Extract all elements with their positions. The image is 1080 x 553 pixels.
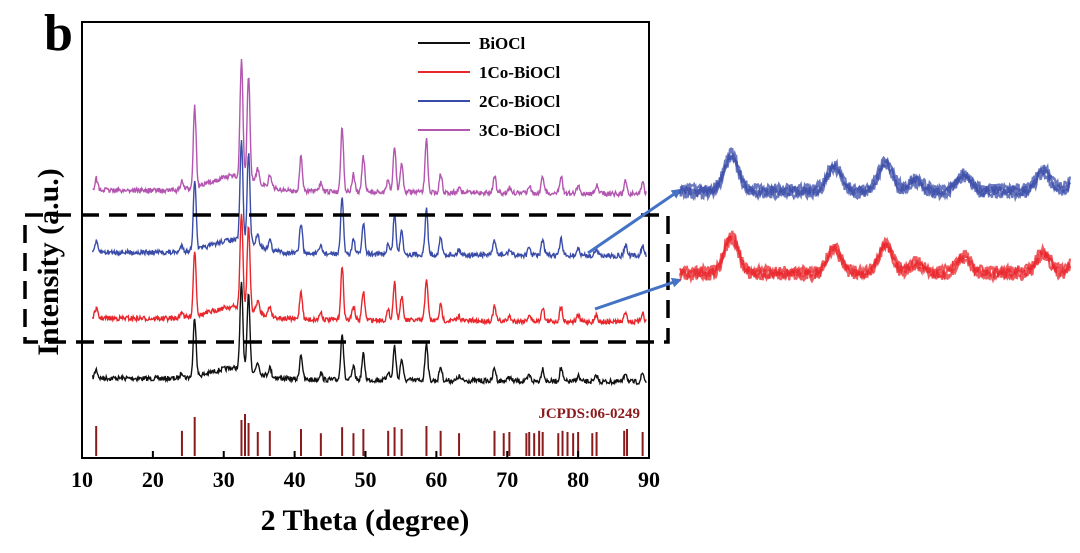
plot-area: 10 20 30 40 50 60 70 80 90 BiOCl 1Co-BiOCl 2Co-BiO…: [71, 21, 660, 492]
legend-entry-2: 2Co-BiOCl: [479, 92, 561, 111]
arrow-to-2co-zoom: [587, 188, 682, 255]
zoom-arrows: [587, 188, 682, 311]
reference-lines: [95, 414, 644, 456]
x-tick-label-0: 10: [71, 467, 93, 492]
zoom-curve-1co-biocl-2: [678, 236, 1072, 285]
x-tick-label-1: 20: [142, 467, 164, 492]
x-tick-label-2: 30: [213, 467, 235, 492]
x-tick-label-3: 40: [284, 467, 306, 492]
legend-entry-3: 3Co-BiOCl: [479, 121, 561, 140]
reference-label: JCPDS:06-0249: [538, 406, 640, 422]
legend-entry-0: BiOCl: [479, 34, 526, 53]
curve-3co-biocl: [92, 58, 647, 199]
curve-1co-biocl: [91, 213, 647, 327]
zoom-curve-2co-biocl-2: [678, 154, 1071, 203]
xrd-curves: [91, 58, 647, 387]
x-tick-label-8: 90: [638, 467, 660, 492]
y-axis-label: Intensity (a.u.): [32, 168, 65, 356]
zoom-highlight-box: [23, 213, 670, 344]
zoomed-curves: [678, 146, 1072, 285]
x-tick-label-6: 70: [496, 467, 518, 492]
x-axis-label: 2 Theta (degree): [261, 504, 470, 537]
arrow-to-1co-zoom: [594, 277, 682, 311]
curve-biocl: [91, 281, 647, 387]
panel-label: b: [44, 5, 73, 62]
legend: BiOCl 1Co-BiOCl 2Co-BiOCl 3Co-BiOCl: [418, 34, 561, 140]
x-tick-label-7: 80: [567, 467, 589, 492]
x-axis-ticks: 10 20 30 40 50 60 70 80 90: [71, 451, 660, 492]
legend-entry-1: 1Co-BiOCl: [479, 63, 561, 82]
curve-2co-biocl: [91, 140, 647, 261]
x-tick-label-4: 50: [355, 467, 377, 492]
x-tick-label-5: 60: [425, 467, 447, 492]
